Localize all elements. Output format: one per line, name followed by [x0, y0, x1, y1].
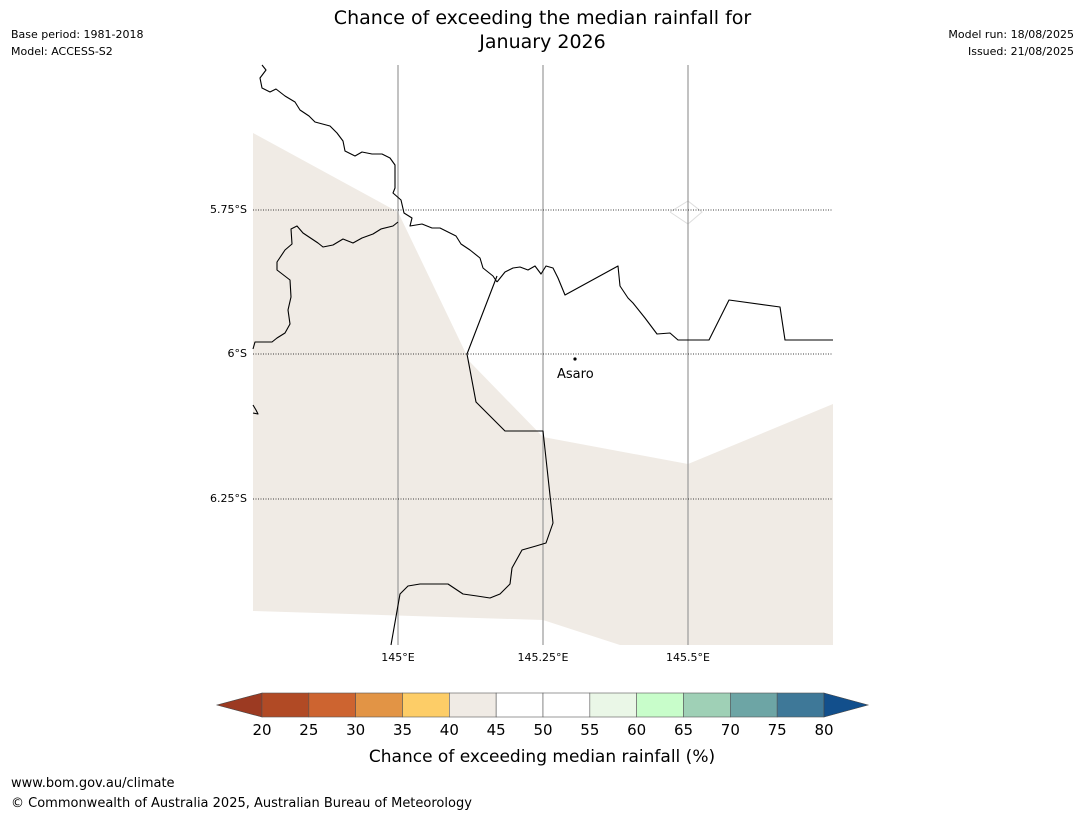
boundary-central — [390, 275, 554, 646]
colorbar-bin-55-60 — [589, 692, 637, 718]
boundary-west-fragment — [252, 404, 259, 415]
lon-label-145-5e: 145.5°E — [666, 651, 710, 664]
forecast-info-right: Model run: 18/08/2025 Issued: 21/08/2025 — [948, 26, 1074, 60]
footer: www.bom.gov.au/climate © Commonwealth of… — [11, 774, 472, 814]
colorbar-bin-60-65 — [636, 692, 684, 718]
colorbar-bin-25-30 — [308, 692, 356, 718]
colorbar-bin-50-55 — [542, 692, 591, 718]
colorbar-tick-50: 50 — [533, 721, 552, 739]
colorbar-tick-30: 30 — [346, 721, 365, 739]
colorbar-bin-30-35 — [355, 692, 403, 718]
colorbar-bin-70-75 — [730, 692, 778, 718]
lat-label-6s: 6°S — [228, 347, 247, 360]
model-run-text: Model run: 18/08/2025 — [948, 28, 1074, 41]
colorbar-tick-55: 55 — [580, 721, 599, 739]
lon-label-145-25e: 145.25°E — [518, 651, 569, 664]
colorbar-above-80-arrow — [823, 692, 870, 718]
forecast-info-left: Base period: 1981-2018 Model: ACCESS-S2 — [11, 26, 143, 60]
colorbar-tick-75: 75 — [768, 721, 787, 739]
colorbar-tick-35: 35 — [393, 721, 412, 739]
colorbar-below-20-arrow — [215, 692, 263, 718]
colorbar-label: Chance of exceeding median rainfall (%) — [369, 747, 715, 767]
colorbar-tick-65: 65 — [674, 721, 693, 739]
lat-label-6-25s: 6.25°S — [210, 492, 247, 505]
colorbar: 20 25 30 35 40 45 50 55 60 65 70 75 80 Chance of exc… — [215, 692, 870, 767]
website-link[interactable]: www.bom.gov.au/climate — [11, 776, 175, 791]
issued-text: Issued: 21/08/2025 — [967, 45, 1074, 58]
map-title-line1: Chance of exceeding the median rainfall … — [333, 7, 752, 29]
colorbar-bin-35-40 — [402, 692, 450, 718]
faint-contour — [669, 200, 703, 225]
colorbar-bin-75-80 — [776, 692, 825, 718]
colorbar-bin-40-45 — [449, 692, 497, 718]
asaro-label: Asaro — [557, 367, 594, 382]
colorbar-tick-70: 70 — [721, 721, 740, 739]
asaro-marker — [573, 357, 577, 361]
colorbar-tick-60: 60 — [627, 721, 646, 739]
colorbar-tick-20: 20 — [252, 721, 271, 739]
copyright-text: © Commonwealth of Australia 2025, Austra… — [11, 796, 472, 811]
boundary-north — [259, 64, 498, 283]
colorbar-bin-65-70 — [683, 692, 731, 718]
map-title: Chance of exceeding the median rainfall … — [0, 6, 1085, 54]
boundary-west — [252, 221, 399, 350]
lat-label-5-75s: 5.75°S — [210, 203, 247, 216]
model-text: Model: ACCESS-S2 — [11, 45, 113, 58]
colorbar-tick-25: 25 — [299, 721, 318, 739]
map-title-line2: January 2026 — [479, 31, 606, 53]
lon-label-145e: 145°E — [381, 651, 414, 664]
colorbar-bin-20-25 — [261, 692, 310, 718]
colorbar-bin-45-50 — [495, 692, 544, 718]
colorbar-tick-40: 40 — [440, 721, 459, 739]
boundary-north-spur — [496, 265, 833, 341]
colorbar-tick-80: 80 — [814, 721, 833, 739]
colorbar-tick-45: 45 — [487, 721, 506, 739]
base-period-text: Base period: 1981-2018 — [11, 28, 144, 41]
